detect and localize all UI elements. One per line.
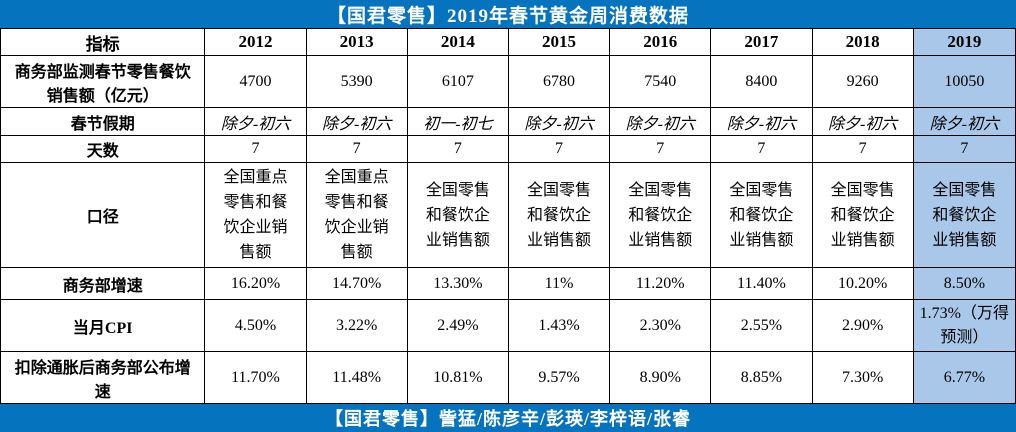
table-row-mofcom-growth: 商务部增速 16.20% 14.70% 13.30% 11% 11.20% 11… [0,267,1016,300]
data-cell: 11.40% [710,267,813,300]
row-label-cell: 春节假期 [0,107,206,136]
data-cell: 4700 [204,55,307,108]
header-cell-year: 2013 [305,28,408,56]
source-credit: 【国君零售】訾猛/陈彦辛/彭瑛/李梓语/张睿 [324,409,691,429]
header-cell-year: 2017 [710,28,813,56]
data-cell: 6107 [406,55,509,108]
row-label-cell: 商务部监测春节零售餐饮销售额（亿元） [0,55,206,108]
data-cell: 初一-初七 [406,107,509,136]
row-label-cell: 口径 [0,162,206,268]
table-row-inflation-adjusted-growth: 扣除通胀后商务部公布增速 11.70% 11.48% 10.81% 9.57% … [0,351,1016,404]
data-cell: 7540 [609,55,712,108]
data-cell: 1.43% [507,299,611,352]
header-cell-year: 2015 [507,28,611,56]
data-cell: 9.57% [507,351,611,404]
data-cell: 全国零售和餐饮企业销售额 [710,162,813,268]
table-row-cpi: 当月CPI 4.50% 3.22% 2.49% 1.43% 2.30% 2.55… [0,299,1016,352]
data-cell: 8.85% [710,351,813,404]
data-cell: 除夕-初六 [204,107,307,136]
data-cell: 8400 [710,55,813,108]
data-cell: 除夕-初六 [811,107,914,136]
header-cell-year: 2016 [609,28,712,56]
data-cell: 11.20% [609,267,712,300]
data-cell-highlighted: 全国零售和餐饮企业销售额 [912,162,1016,268]
data-cell: 全国零售和餐饮企业销售额 [406,162,509,268]
table-row-retail-sales: 商务部监测春节零售餐饮销售额（亿元） 4700 5390 6107 6780 7… [0,55,1016,108]
row-label-cell: 扣除通胀后商务部公布增速 [0,351,206,404]
data-cell: 2.49% [406,299,509,352]
data-cell: 7 [710,135,813,163]
data-cell: 7 [204,135,307,163]
data-cell: 11.48% [305,351,408,404]
row-label-cell: 当月CPI [0,299,206,352]
data-cell: 7 [609,135,712,163]
header-cell-year: 2014 [406,28,509,56]
data-cell-highlighted: 10050 [912,55,1016,108]
data-cell-highlighted: 7 [912,135,1016,163]
data-cell: 全国重点零售和餐饮企业销售额 [204,162,307,268]
data-cell: 10.20% [811,267,914,300]
data-cell: 7.30% [811,351,914,404]
table-row-days: 天数 7 7 7 7 7 7 7 7 [0,135,1016,163]
data-cell: 全国零售和餐饮企业销售额 [507,162,611,268]
data-cell: 2.30% [609,299,712,352]
data-cell: 6780 [507,55,611,108]
data-cell: 5390 [305,55,408,108]
data-cell: 7 [507,135,611,163]
data-cell: 全国零售和餐饮企业销售额 [609,162,712,268]
data-cell: 10.81% [406,351,509,404]
data-cell: 除夕-初六 [305,107,408,136]
data-cell: 14.70% [305,267,408,300]
data-cell-highlighted: 8.50% [912,267,1016,300]
data-cell: 全国零售和餐饮企业销售额 [811,162,914,268]
data-cell: 11.70% [204,351,307,404]
data-cell: 2.55% [710,299,813,352]
data-cell: 7 [305,135,408,163]
data-cell-highlighted: 除夕-初六 [912,107,1016,136]
data-cell: 11% [507,267,611,300]
data-cell: 13.30% [406,267,509,300]
data-table: 指标 2012 2013 2014 2015 2016 2017 2018 20… [0,28,1016,404]
data-cell-highlighted: 1.73%（万得预测） [912,299,1016,352]
data-cell: 4.50% [204,299,307,352]
footer-bar: 【国君零售】訾猛/陈彦辛/彭瑛/李梓语/张睿 [0,404,1016,432]
data-cell: 16.20% [204,267,307,300]
data-cell: 2.90% [811,299,914,352]
data-cell-highlighted: 6.77% [912,351,1016,404]
header-cell-year: 2018 [811,28,914,56]
data-cell: 7 [406,135,509,163]
header-cell-indicator: 指标 [0,28,206,56]
table-header-row: 指标 2012 2013 2014 2015 2016 2017 2018 20… [0,28,1016,56]
data-cell: 3.22% [305,299,408,352]
table-row-holiday-period: 春节假期 除夕-初六 除夕-初六 初一-初七 除夕-初六 除夕-初六 除夕-初六… [0,107,1016,136]
row-label-cell: 商务部增速 [0,267,206,300]
page-title: 【国君零售】2019年春节黄金周消费数据 [326,5,689,27]
table-row-scope: 口径 全国重点零售和餐饮企业销售额 全国重点零售和餐饮企业销售额 全国零售和餐饮… [0,162,1016,268]
data-cell: 除夕-初六 [609,107,712,136]
row-label-cell: 天数 [0,135,206,163]
data-cell: 除夕-初六 [507,107,611,136]
header-cell-year: 2012 [204,28,307,56]
header-cell-year-highlighted: 2019 [912,28,1016,56]
title-bar: 【国君零售】2019年春节黄金周消费数据 [0,0,1016,28]
data-cell: 8.90% [609,351,712,404]
data-cell: 除夕-初六 [710,107,813,136]
data-cell: 全国重点零售和餐饮企业销售额 [305,162,408,268]
data-cell: 9260 [811,55,914,108]
data-cell: 7 [811,135,914,163]
